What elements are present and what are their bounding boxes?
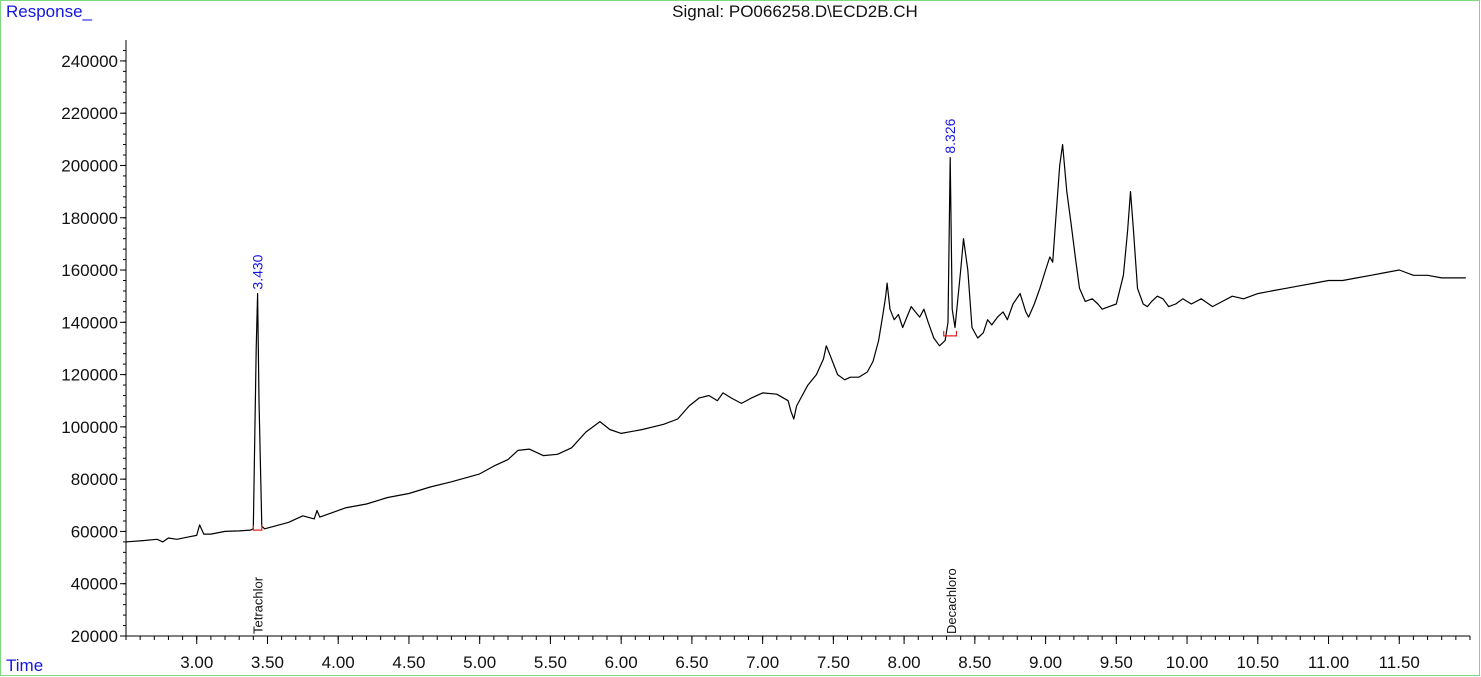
x-tick-label: 9.50 <box>1100 653 1133 672</box>
y-tick-label: 140000 <box>61 313 118 332</box>
y-tick-label: 60000 <box>71 522 118 541</box>
x-tick-label: 9.00 <box>1029 653 1062 672</box>
y-tick-label: 200000 <box>61 156 118 175</box>
y-tick-label: 20000 <box>71 627 118 646</box>
x-tick-label: 3.50 <box>251 653 284 672</box>
y-tick-label: 40000 <box>71 575 118 594</box>
x-tick-label: 11.00 <box>1308 653 1349 672</box>
x-tick-label: 7.50 <box>817 653 850 672</box>
x-axis-ticks: 3.00 3.50 4.00 4.50 5.00 5.50 6.00 6.50 7.00 7.50… <box>125 636 1471 672</box>
y-tick-label: 120000 <box>61 366 118 385</box>
chromatogram-trace <box>125 144 1466 543</box>
x-tick-label: 10.00 <box>1166 653 1209 672</box>
x-tick-label: 6.50 <box>675 653 708 672</box>
y-tick-label: 180000 <box>61 209 118 228</box>
compound-name-label: Decachloro <box>944 568 959 634</box>
y-tick-label: 80000 <box>71 470 118 489</box>
peak-retention-label: 8.326 <box>942 118 958 153</box>
integration-baseline <box>943 330 958 337</box>
x-tick-label: 4.00 <box>322 653 355 672</box>
x-tick-label: 5.00 <box>463 653 496 672</box>
x-tick-label: 8.50 <box>958 653 991 672</box>
x-axis-label: Time <box>6 656 43 675</box>
x-tick-label: 10.50 <box>1237 653 1280 672</box>
peak-retention-label: 3.430 <box>250 254 266 289</box>
x-tick-label: 4.50 <box>392 653 425 672</box>
x-tick-label: 5.50 <box>534 653 567 672</box>
annotations-layer: 3.430 8.326 Tetrachlor Decachloro <box>250 118 959 634</box>
x-tick-label: 7.00 <box>746 653 779 672</box>
chart-title: Signal: PO066258.D\ECD2B.CH <box>672 2 918 21</box>
y-tick-label: 220000 <box>61 104 118 123</box>
y-axis-label: Response_ <box>6 2 93 21</box>
y-axis-ticks: 20000 40000 60000 80000 100000 120000 140000 16… <box>61 49 126 646</box>
y-tick-label: 160000 <box>61 261 118 280</box>
y-tick-label: 240000 <box>61 52 118 71</box>
x-tick-label: 6.00 <box>605 653 638 672</box>
x-tick-label: 8.00 <box>888 653 921 672</box>
y-tick-label: 100000 <box>61 418 118 437</box>
integration-baseline <box>252 525 263 531</box>
compound-name-label: Tetrachlor <box>251 576 266 634</box>
trace-layer <box>125 144 1466 543</box>
x-tick-label: 3.00 <box>180 653 213 672</box>
x-tick-label: 11.50 <box>1379 653 1420 672</box>
